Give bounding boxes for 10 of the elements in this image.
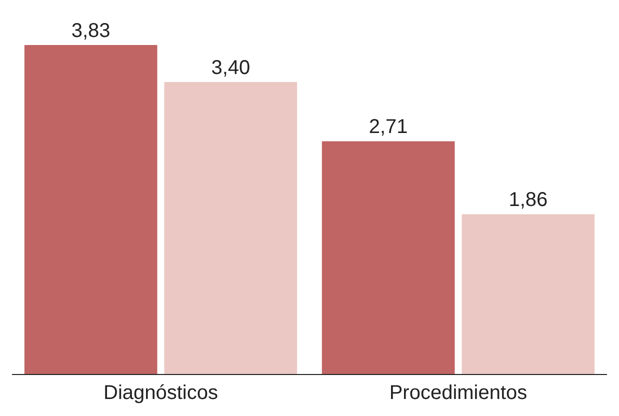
data-label: 1,86 bbox=[508, 189, 548, 212]
bar bbox=[164, 82, 298, 374]
x-tick-label: Procedimientos bbox=[389, 382, 528, 404]
x-tick-label: Diagnósticos bbox=[103, 382, 218, 404]
bar bbox=[322, 141, 455, 374]
data-label: 2,71 bbox=[368, 116, 408, 138]
data-label: 3,83 bbox=[71, 20, 110, 42]
data-label: 3,40 bbox=[211, 56, 250, 79]
bar bbox=[24, 45, 158, 374]
bar bbox=[462, 214, 595, 374]
